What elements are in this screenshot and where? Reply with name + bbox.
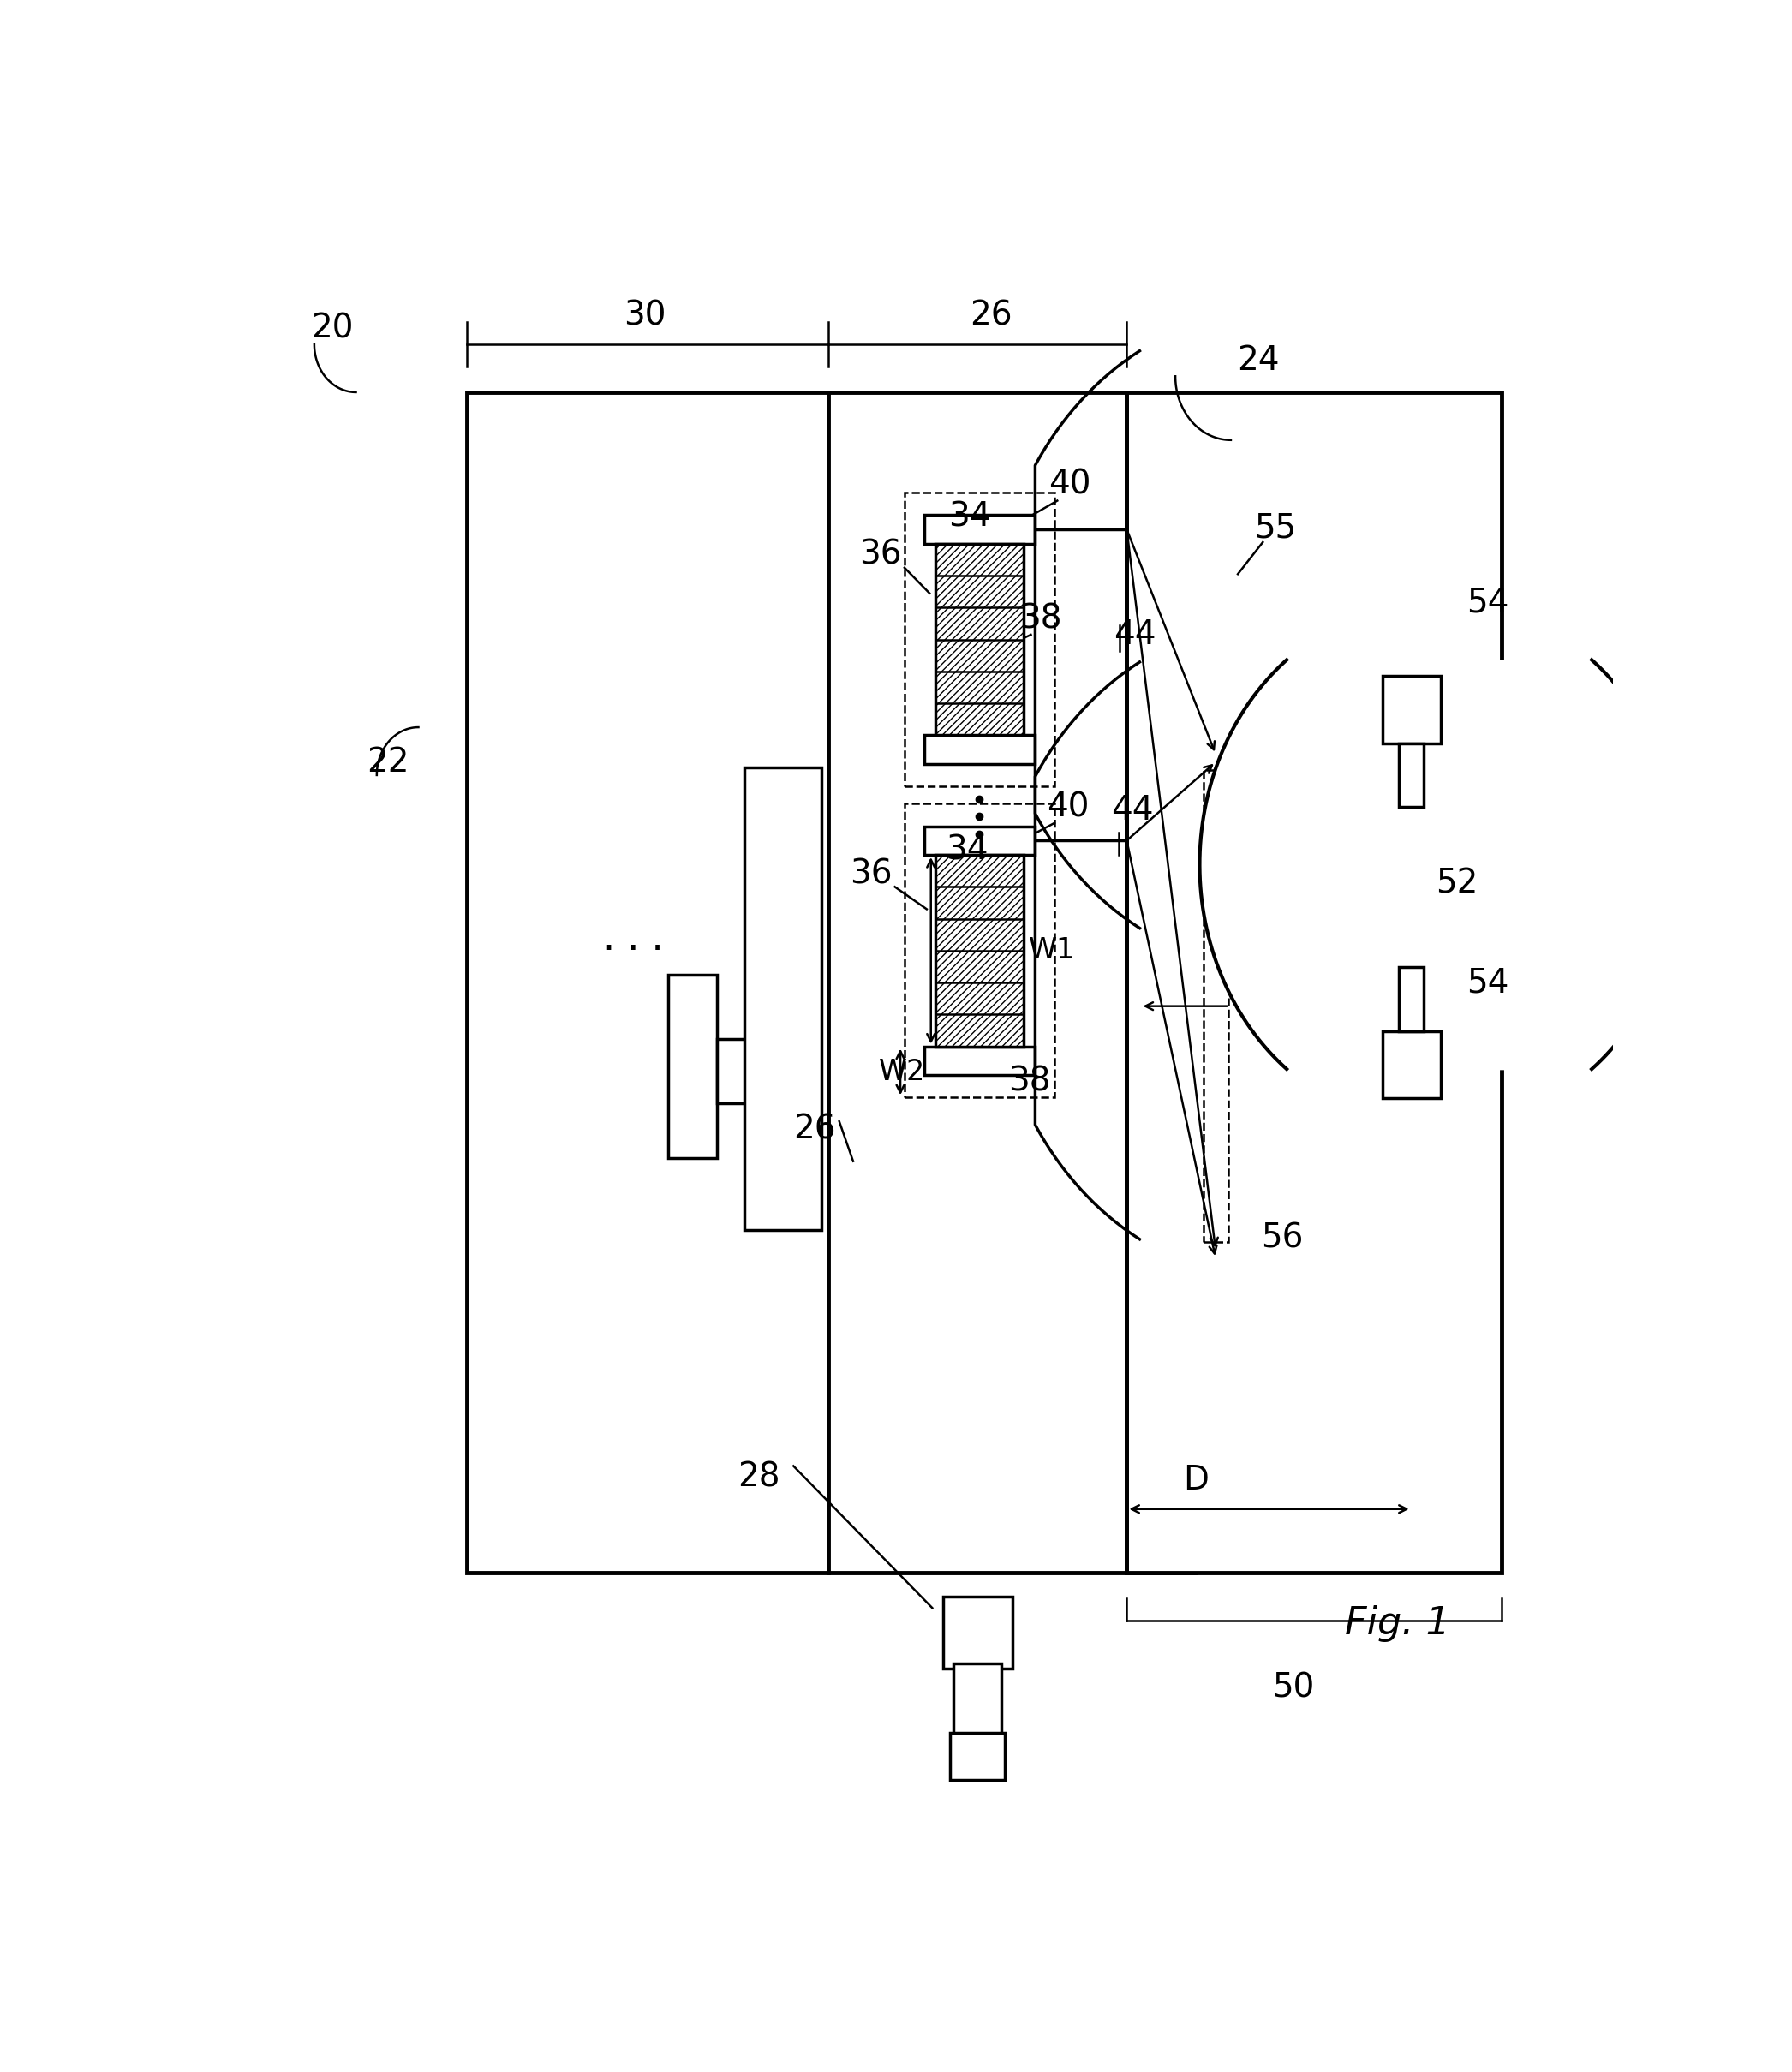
Bar <box>905 804 1054 1098</box>
Bar <box>943 1598 1012 1668</box>
Bar <box>1382 1032 1441 1098</box>
Bar <box>905 493 1054 785</box>
Bar <box>745 767 821 1231</box>
Text: 34: 34 <box>946 833 987 866</box>
Text: 52: 52 <box>1435 868 1478 899</box>
Text: 34: 34 <box>948 501 991 533</box>
Text: 26: 26 <box>794 1113 835 1146</box>
Bar <box>1382 675 1441 744</box>
Text: 55: 55 <box>1254 512 1296 545</box>
Text: Fig. 1: Fig. 1 <box>1346 1606 1450 1643</box>
Bar <box>925 1046 1036 1075</box>
Bar <box>1400 744 1425 808</box>
Bar <box>935 543 1023 736</box>
Bar <box>468 392 1195 1573</box>
Text: 44: 44 <box>1111 794 1154 827</box>
Text: · · ·: · · · <box>604 932 665 970</box>
Bar <box>925 827 1036 856</box>
Bar <box>1202 771 1228 1243</box>
Text: 26: 26 <box>969 298 1012 332</box>
Text: 56: 56 <box>1262 1222 1303 1254</box>
Bar <box>953 1664 1002 1740</box>
Text: 54: 54 <box>1466 586 1509 620</box>
Text: 50: 50 <box>1272 1672 1315 1703</box>
Text: W2: W2 <box>878 1057 925 1086</box>
Text: 20: 20 <box>312 313 353 344</box>
Text: W1: W1 <box>1029 937 1075 966</box>
Text: 38: 38 <box>1020 603 1063 634</box>
Bar <box>935 856 1023 1046</box>
Bar <box>668 974 717 1158</box>
Text: 30: 30 <box>624 298 667 332</box>
Bar <box>950 1732 1005 1780</box>
Text: 38: 38 <box>1009 1065 1050 1098</box>
Text: 22: 22 <box>367 746 409 779</box>
Bar <box>717 1038 794 1102</box>
Text: 24: 24 <box>1238 344 1279 377</box>
Bar <box>925 736 1036 765</box>
Text: 40: 40 <box>1047 792 1090 823</box>
Text: 28: 28 <box>738 1461 780 1494</box>
Text: 54: 54 <box>1466 966 1509 999</box>
Bar <box>1400 968 1425 1032</box>
Text: 44: 44 <box>1115 617 1156 651</box>
Bar <box>1127 392 1502 1573</box>
Text: 40: 40 <box>1048 468 1091 501</box>
Text: 36: 36 <box>849 858 892 891</box>
Text: 36: 36 <box>860 539 901 572</box>
Bar <box>925 516 1036 543</box>
Text: D: D <box>1183 1465 1210 1496</box>
